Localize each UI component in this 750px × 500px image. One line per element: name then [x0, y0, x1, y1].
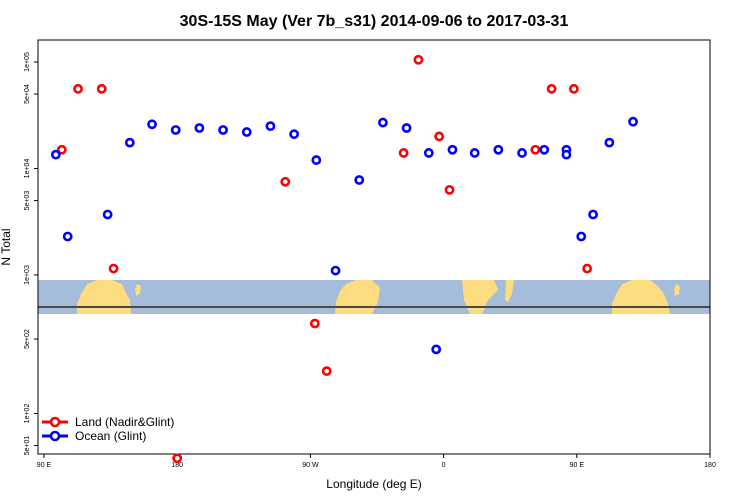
ocean-data-point [62, 231, 73, 242]
map-land-south-america [462, 280, 498, 314]
ocean-data-point [423, 148, 434, 158]
legend: Land (Nadir&Glint) Ocean (Glint) [42, 415, 174, 443]
x-tick-label: 90 E [570, 462, 585, 469]
ocean-data-point [194, 123, 205, 133]
legend-ocean-label: Ocean (Glint) [75, 429, 146, 443]
map-land-s-america-tip [505, 280, 514, 302]
ocean-data-point [604, 137, 615, 148]
map-land-madagascar-1 [135, 284, 141, 296]
chart-title: 30S-15S May (Ver 7b_s31) 2014-09-06 to 2… [180, 13, 569, 30]
land-data-point [56, 144, 67, 155]
land-data-point [444, 184, 455, 195]
land-data-point [96, 83, 107, 94]
ocean-data-point [50, 149, 61, 160]
map-land-africa-1 [77, 280, 131, 314]
y-tick-label: 1e+03 [24, 265, 31, 285]
land-data-point [434, 131, 445, 142]
ocean-data-point [401, 123, 412, 133]
land-data-point [546, 83, 557, 94]
ocean-data-point [311, 155, 322, 165]
ocean-data-point [628, 116, 638, 127]
ocean-data-point [469, 148, 480, 158]
y-tick-label: 1e+05 [24, 52, 31, 72]
ocean-data-point [170, 125, 181, 135]
plot-frame [37, 39, 711, 455]
ocean-data-point [147, 119, 157, 130]
y-tick-label: 5e+03 [24, 191, 31, 211]
x-tick-label: 180 [171, 462, 183, 469]
land-data-point [321, 366, 332, 377]
ocean-data-point [354, 175, 365, 185]
x-tick-label: 0 [442, 462, 446, 469]
ocean-data-point [539, 144, 550, 155]
legend-land-label: Land (Nadir&Glint) [75, 415, 174, 429]
map-land-africa-2 [612, 280, 670, 314]
land-data-point [309, 318, 320, 329]
map-land-australia [335, 280, 380, 314]
ocean-data-point [588, 209, 598, 220]
land-data-point [413, 54, 424, 65]
world-map-strip [38, 280, 710, 314]
ocean-data-point [330, 265, 341, 276]
x-axis-label: Longitude (deg E) [326, 477, 421, 491]
ocean-data-point [576, 231, 587, 242]
x-tick-label: 180 [704, 462, 716, 469]
ocean-data-point [517, 148, 527, 158]
ocean-data-point [289, 129, 300, 140]
legend-ocean-marker [49, 430, 61, 442]
ocean-data-point [102, 209, 113, 220]
y-axis: 1e+05 5e+04 1e+04 5e+03 1e+03 5e+02 1e+02 5e+01 [24, 52, 38, 455]
x-tick-label: 90 W [302, 462, 319, 469]
ocean-data-point [378, 117, 388, 128]
land-data-point [568, 83, 579, 94]
ocean-data-point [493, 144, 504, 155]
y-axis-label: N Total [0, 228, 13, 265]
legend-land-marker [49, 416, 61, 428]
land-data-point [280, 176, 291, 187]
ocean-data-point [218, 125, 228, 135]
ocean-data-point [561, 149, 572, 160]
y-tick-label: 1e+04 [24, 159, 31, 179]
land-data-point [530, 144, 541, 155]
land-data-point [582, 263, 593, 274]
ocean-data-point [431, 344, 442, 355]
land-data-point [172, 453, 183, 464]
ocean-data-point [124, 137, 135, 148]
ocean-data-point [265, 121, 276, 132]
ocean-data-point [241, 127, 252, 137]
land-data-point [398, 148, 409, 158]
y-tick-label: 1e+02 [24, 404, 31, 424]
land-data-point [73, 83, 83, 94]
x-axis: 90 E 180 90 W 0 90 E 180 [37, 454, 716, 469]
y-tick-label: 5e+04 [24, 84, 31, 104]
ocean-data-point [447, 144, 458, 155]
data-points [50, 54, 638, 464]
y-tick-label: 5e+01 [24, 436, 31, 456]
x-tick-label: 90 E [37, 462, 52, 469]
land-data-point [108, 263, 119, 274]
map-land-madagascar-2 [674, 284, 680, 296]
y-tick-label: 5e+02 [24, 329, 31, 349]
